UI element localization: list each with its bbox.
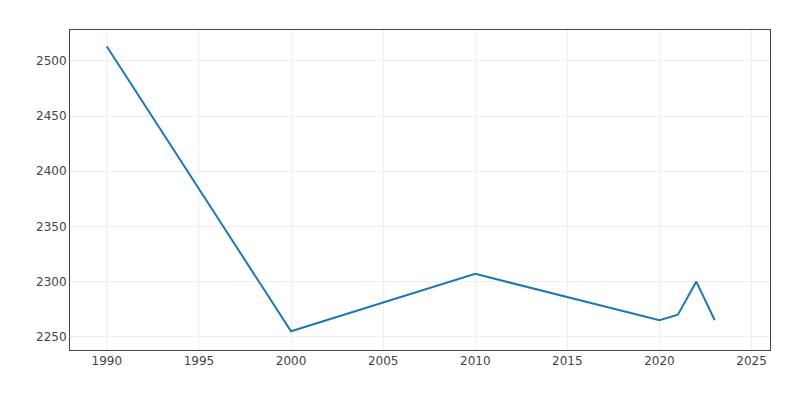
svg-text:2250: 2250 (36, 330, 67, 344)
svg-text:2010: 2010 (460, 354, 491, 368)
svg-text:2025: 2025 (736, 354, 767, 368)
svg-text:2300: 2300 (36, 275, 67, 289)
svg-text:1990: 1990 (92, 354, 123, 368)
svg-text:2020: 2020 (644, 354, 675, 368)
svg-text:2005: 2005 (368, 354, 399, 368)
svg-text:2000: 2000 (276, 354, 307, 368)
svg-text:2350: 2350 (36, 220, 67, 234)
svg-text:2500: 2500 (36, 54, 67, 68)
svg-text:2450: 2450 (36, 109, 67, 123)
svg-text:2015: 2015 (552, 354, 583, 368)
svg-text:2400: 2400 (36, 164, 67, 178)
svg-text:1995: 1995 (184, 354, 215, 368)
